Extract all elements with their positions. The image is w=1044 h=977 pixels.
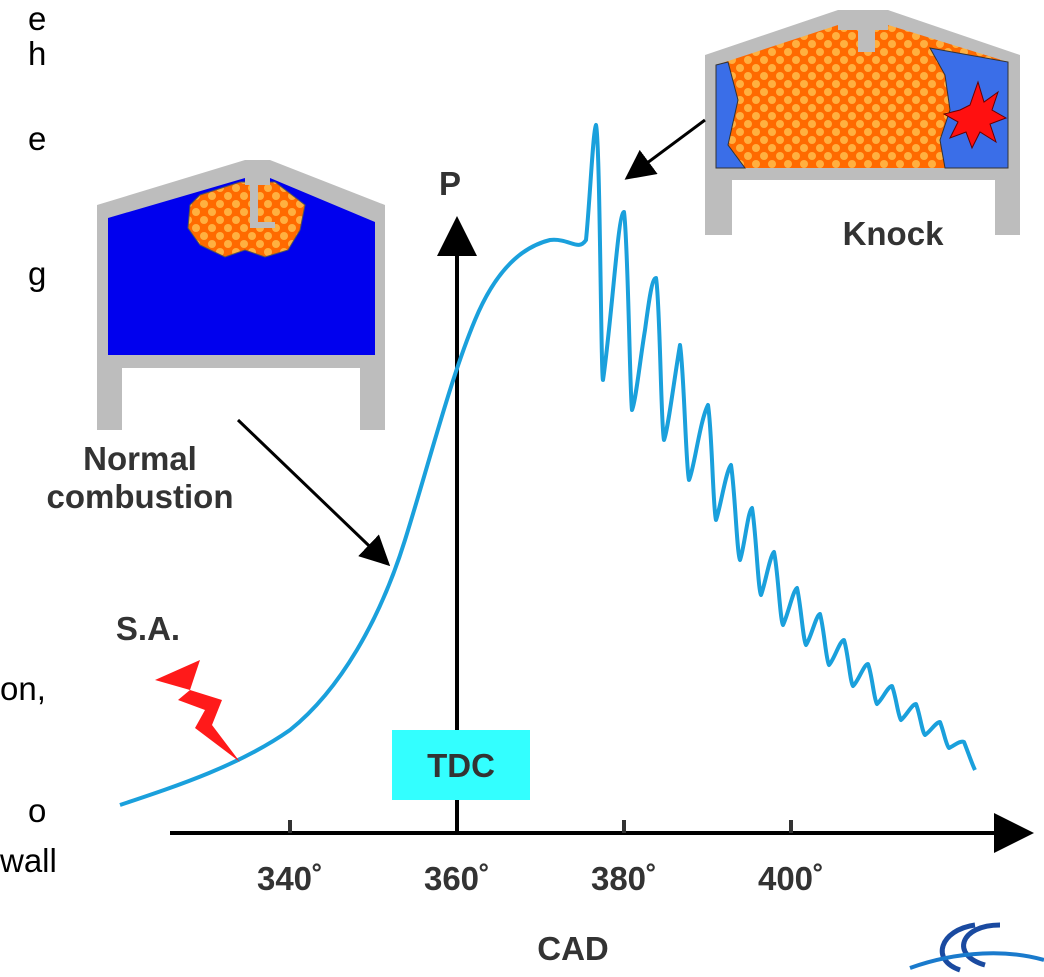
tick-label: 340˚ [257,860,323,897]
normal-engine [97,160,385,430]
text-fragment: on, [0,670,46,707]
text-fragment: o [28,792,46,829]
text-fragment: e [28,0,46,37]
knock-arrow [627,120,705,178]
knock-engine [705,10,1020,235]
y-axis-label: P [439,165,461,202]
text-fragment: e [28,120,46,157]
normal-arrow [238,420,388,564]
tick-label: 380˚ [591,860,657,897]
knock-label: Knock [843,215,945,252]
tdc-label: TDC [427,747,495,784]
tick-label: 360˚ [424,860,490,897]
tick-label: 400˚ [758,860,824,897]
left-text: e h e g on, o wall [0,0,57,879]
diagram: e h e g on, o wall 340˚ 360˚ 380˚ 400˚ C… [0,0,1044,977]
text-fragment: g [28,255,46,292]
spark [155,660,240,762]
text-fragment: wall [0,842,57,879]
normal-label: combustion [47,478,234,515]
text-fragment: h [28,35,46,72]
normal-label: Normal [83,440,197,477]
logo [910,925,1044,970]
spark-label: S.A. [116,610,180,647]
x-axis-label: CAD [537,930,609,967]
